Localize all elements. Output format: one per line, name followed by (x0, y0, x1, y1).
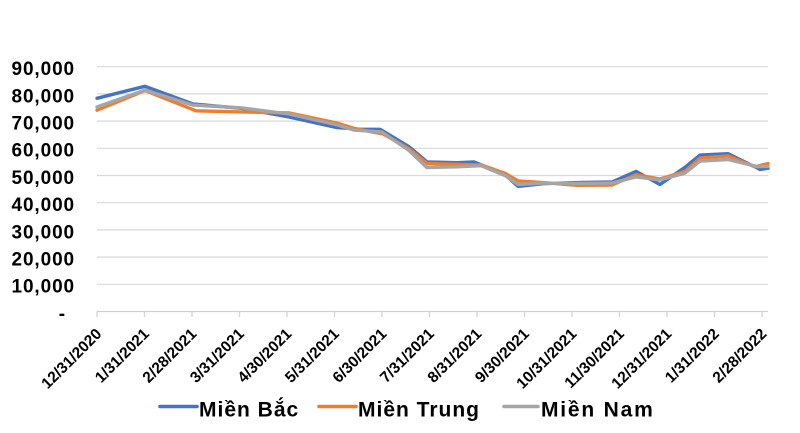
svg-text:Miền Trung: Miền Trung (358, 399, 480, 422)
svg-text:20,000: 20,000 (11, 250, 75, 271)
svg-text:70,000: 70,000 (11, 114, 75, 135)
svg-text:10,000: 10,000 (11, 277, 75, 298)
svg-text:80,000: 80,000 (11, 86, 75, 107)
svg-text:40,000: 40,000 (11, 195, 75, 216)
svg-text:Miền Bắc: Miền Bắc (199, 398, 299, 422)
svg-text:60,000: 60,000 (11, 141, 75, 162)
svg-text:-: - (59, 304, 66, 325)
svg-text:30,000: 30,000 (11, 222, 75, 243)
svg-text:Miền Nam: Miền Nam (541, 399, 655, 422)
svg-text:90,000: 90,000 (11, 59, 75, 80)
svg-text:50,000: 50,000 (11, 168, 75, 189)
